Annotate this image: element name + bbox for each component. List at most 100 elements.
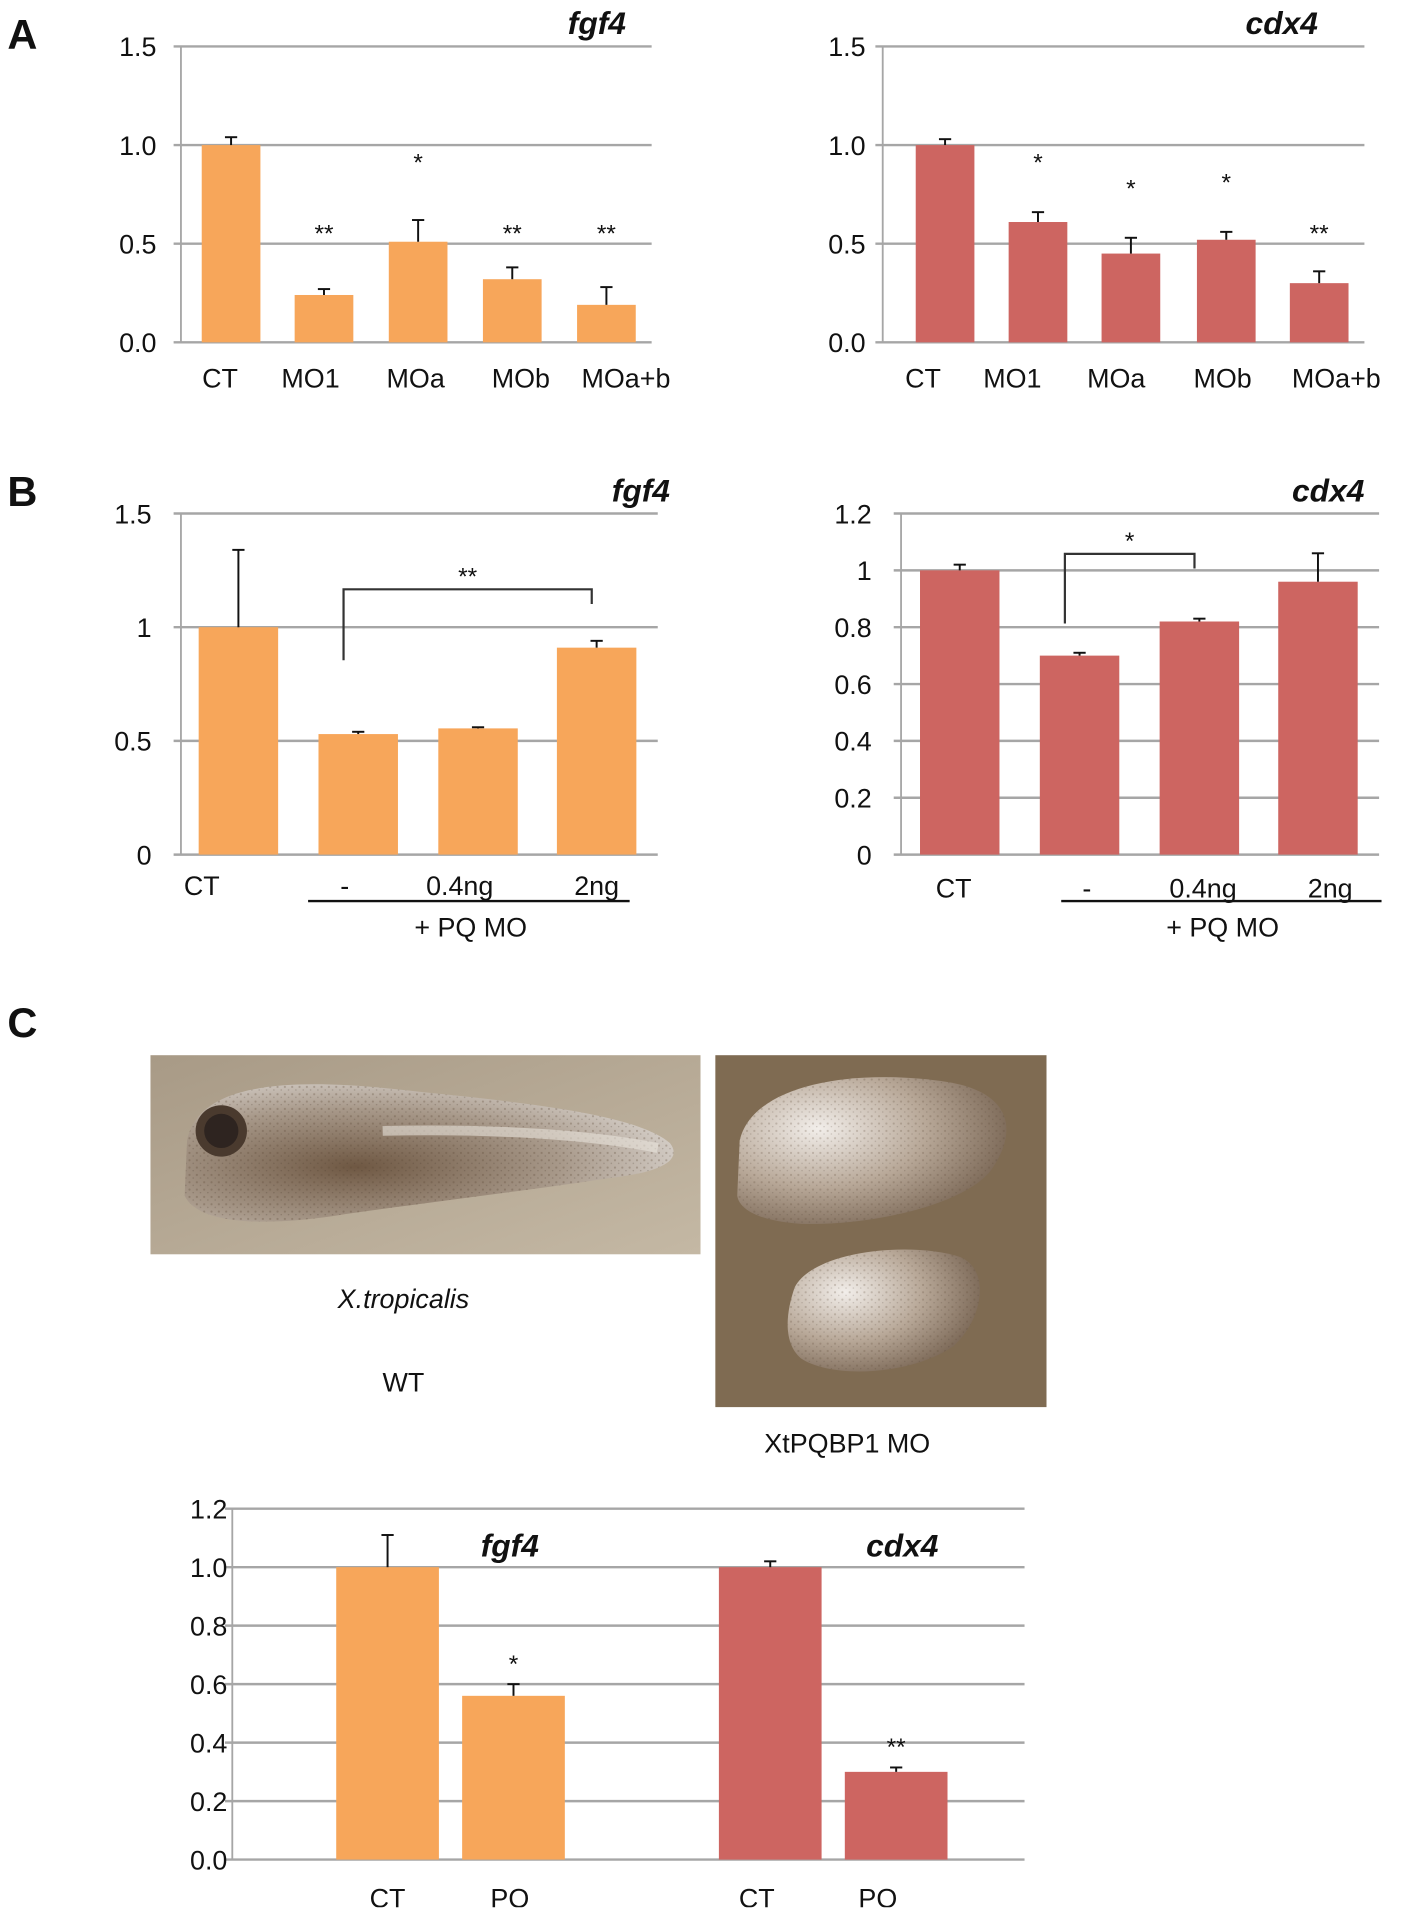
y-tick-label: 0.0: [119, 328, 156, 358]
category-label: 2ng: [574, 871, 619, 901]
y-tick-label: 0.2: [834, 784, 871, 814]
bar-CT: [920, 570, 1000, 855]
bar-MO1: [294, 294, 354, 343]
category-label: MO1: [983, 364, 1041, 394]
wt-embryo-photo: [150, 1055, 701, 1255]
panel-label-b: B: [7, 469, 38, 516]
significance-marker: *: [413, 150, 423, 177]
chart-title: cdx4: [866, 1527, 939, 1563]
category-label: -: [1082, 873, 1091, 903]
group-label: + PQ MO: [414, 913, 527, 943]
bar-0.4ng: [1159, 621, 1240, 855]
significance-marker: **: [597, 220, 617, 247]
y-tick-label: 0.6: [834, 670, 871, 700]
significance-marker: *: [1033, 150, 1043, 177]
bar-2ng: [1278, 581, 1358, 855]
bar-MOa: [1101, 253, 1161, 343]
panel-label-a: A: [7, 12, 38, 59]
bar-CT: [718, 1567, 822, 1860]
y-tick-label: 1.0: [190, 1553, 227, 1583]
category-label: CT: [739, 1883, 775, 1907]
bar-MOa: [388, 241, 448, 343]
category-label: 2ng: [1308, 873, 1353, 903]
xtpqbp1-mo-embryo-photo: [715, 1055, 1047, 1408]
significance-marker: **: [314, 220, 334, 247]
category-label: MOa: [387, 364, 445, 394]
category-label: MOb: [492, 364, 550, 394]
y-tick-label: 0.8: [834, 613, 871, 643]
bar--: [318, 734, 398, 855]
y-tick-label: 0.0: [190, 1845, 227, 1875]
y-tick-label: 0.4: [834, 727, 871, 757]
significance-marker: **: [1310, 221, 1330, 248]
significance-bracket: [342, 588, 593, 661]
bar-MOa+b: [577, 304, 636, 343]
y-tick-label: 0: [857, 840, 872, 870]
category-label: CT: [936, 873, 972, 903]
significance-marker: *: [1126, 175, 1136, 202]
y-tick-label: 1: [137, 613, 152, 643]
category-label: CT: [202, 364, 238, 394]
chart-title: cdx4: [1292, 472, 1365, 508]
y-tick-label: 1.0: [119, 131, 156, 161]
chart-title: fgf4: [481, 1527, 540, 1563]
bar-PQ: [844, 1771, 948, 1860]
chart-title: fgf4: [568, 5, 627, 41]
y-tick-label: 0.6: [190, 1670, 227, 1700]
bar-CT: [201, 145, 261, 343]
y-tick-label: 0.5: [828, 229, 865, 259]
wt-caption: WT: [382, 1366, 425, 1398]
wt-species-caption: X.tropicalis: [337, 1283, 470, 1315]
category-label: PQ: [858, 1883, 897, 1907]
y-tick-label: 0.4: [190, 1728, 227, 1758]
bar-2ng: [556, 647, 637, 855]
category-label: MOa+b: [582, 364, 671, 394]
chart-title: fgf4: [612, 472, 671, 508]
group-label: + PQ MO: [1166, 913, 1279, 943]
significance-marker: **: [458, 563, 478, 590]
significance-marker: **: [887, 1734, 907, 1761]
category-label: MOb: [1193, 364, 1251, 394]
bar-CT: [915, 145, 975, 343]
y-tick-label: 1.2: [834, 499, 871, 529]
y-tick-label: 0.5: [114, 727, 151, 757]
y-tick-label: 0.8: [190, 1611, 227, 1641]
category-label: -: [340, 871, 349, 901]
bar-0.4ng: [438, 728, 518, 855]
significance-bracket: [1063, 552, 1196, 624]
y-tick-label: 0.0: [828, 328, 865, 358]
bar-MOb: [1196, 239, 1256, 343]
category-label: PQ: [490, 1883, 529, 1907]
bar-CT: [198, 627, 279, 855]
y-tick-label: 0.5: [119, 229, 156, 259]
y-tick-label: 1.5: [828, 32, 865, 62]
significance-marker: *: [1222, 169, 1232, 196]
mo-caption: XtPQBP1 MO: [764, 1427, 931, 1459]
category-label: MOa+b: [1292, 364, 1381, 394]
category-label: MOa: [1087, 364, 1145, 394]
significance-marker: *: [1125, 528, 1135, 555]
bar--: [1039, 655, 1120, 855]
bar-MOa+b: [1289, 283, 1349, 343]
chart-title: cdx4: [1246, 5, 1319, 41]
bar-CT: [336, 1567, 439, 1860]
y-tick-label: 0: [137, 840, 152, 870]
y-tick-label: 1.5: [114, 499, 151, 529]
y-tick-label: 1.0: [828, 131, 865, 161]
panel-label-c: C: [7, 1000, 38, 1047]
bar-MOb: [482, 279, 542, 343]
y-tick-label: 1.2: [190, 1494, 227, 1524]
significance-marker: **: [503, 220, 523, 247]
category-label: CT: [370, 1883, 406, 1907]
category-label: CT: [905, 364, 941, 394]
category-label: CT: [184, 871, 220, 901]
bar-PQ: [462, 1695, 565, 1860]
category-label: 0.4ng: [1169, 873, 1236, 903]
bar-MO1: [1008, 222, 1068, 343]
category-label: MO1: [281, 364, 339, 394]
y-tick-label: 1.5: [119, 32, 156, 62]
y-tick-label: 0.2: [190, 1787, 227, 1817]
significance-marker: *: [509, 1651, 519, 1678]
category-label: 0.4ng: [426, 871, 493, 901]
